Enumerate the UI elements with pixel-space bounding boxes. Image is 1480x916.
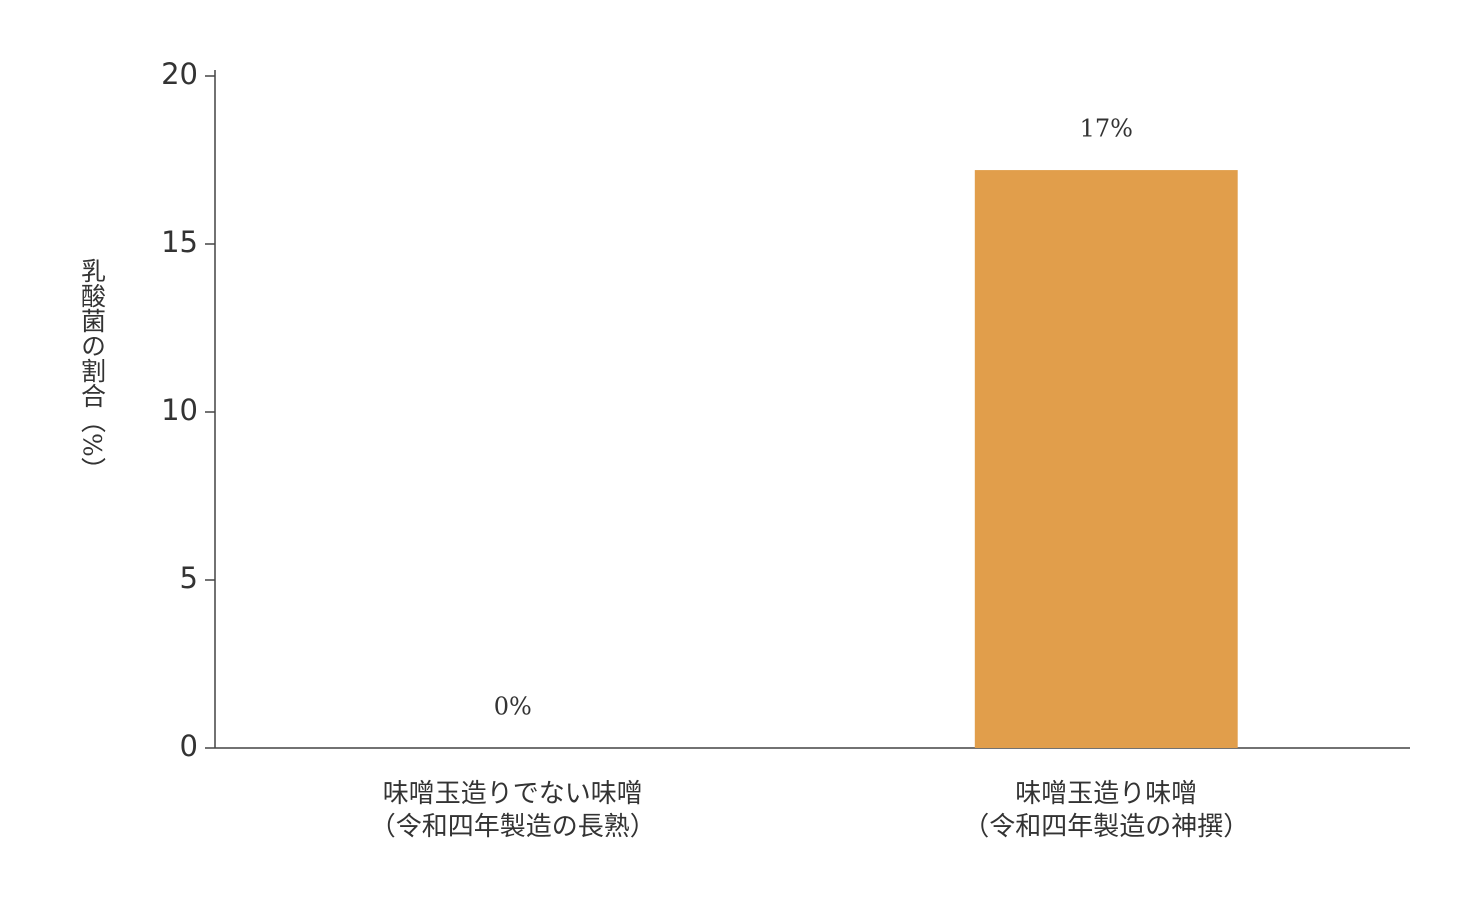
y-tick-label: 15 [161,225,198,259]
bar [974,170,1238,748]
x-tick-label: 味噌玉造り味噌 [1015,779,1197,809]
value-label: 17% [1080,115,1133,143]
y-axis-label: 乳酸菌の割合（%） [78,258,107,482]
x-tick-label: （令和四年製造の神撰） [963,812,1249,842]
y-tick-label: 0 [180,729,198,763]
x-tick-label: （令和四年製造の長熟） [370,812,656,842]
value-label: 0% [494,693,532,721]
x-tick-label: 味噌玉造りでない味噌 [383,779,643,809]
y-tick-label: 20 [161,57,198,91]
y-tick-label: 10 [161,393,198,427]
y-tick-label: 5 [180,561,198,595]
